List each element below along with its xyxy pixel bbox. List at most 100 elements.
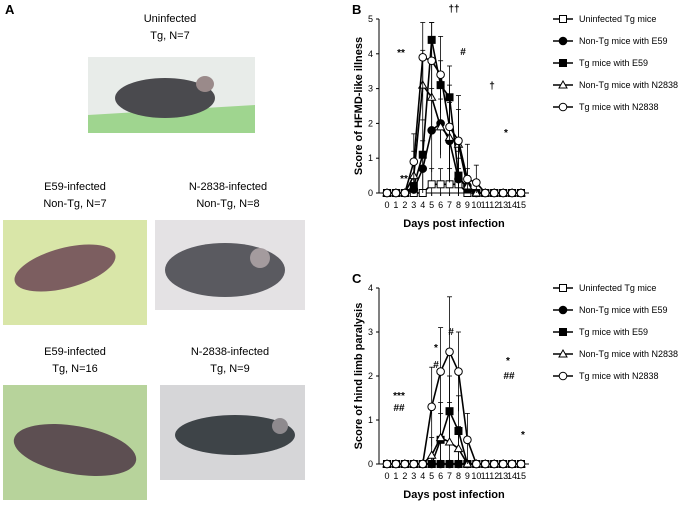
photo-title: N-2838-infected — [189, 181, 267, 193]
marker — [453, 443, 464, 453]
annotation: * — [506, 356, 510, 367]
marker — [559, 284, 567, 292]
x-tick-label: 1 — [393, 200, 398, 210]
series-line — [387, 56, 521, 194]
marker — [558, 36, 568, 46]
x-tick-label: 9 — [465, 200, 470, 210]
marker — [436, 70, 445, 79]
panel-label: C — [352, 271, 362, 286]
marker — [418, 150, 427, 159]
photo-group: Tg, N=9 — [210, 363, 249, 375]
x-tick-label: 5 — [429, 471, 434, 481]
x-tick-label: 6 — [438, 200, 443, 210]
marker — [391, 188, 401, 198]
y-tick-label: 0 — [368, 188, 373, 198]
marker — [558, 305, 568, 315]
x-tick-label: 4 — [420, 200, 425, 210]
marker — [489, 459, 499, 469]
x-tick-label: 3 — [411, 200, 416, 210]
marker — [427, 402, 436, 412]
photo-title: E59-infected — [44, 181, 106, 193]
y-tick-label: 4 — [368, 283, 373, 293]
x-tick-label: 5 — [429, 200, 434, 210]
photo-group: Non-Tg, N=7 — [43, 198, 106, 210]
marker — [445, 347, 454, 357]
photo-title: Uninfected — [144, 13, 197, 25]
marker — [400, 459, 410, 469]
legend-label: Non-Tg mice with N2838 — [579, 80, 678, 90]
photo-title: N-2838-infected — [191, 346, 269, 358]
marker — [559, 328, 567, 336]
annotation: † — [489, 81, 495, 92]
annotation: * — [521, 430, 525, 441]
x-tick-label: 10 — [471, 471, 481, 481]
marker — [463, 435, 472, 445]
marker — [558, 371, 568, 381]
legend-label: Uninfected Tg mice — [579, 14, 656, 24]
marker — [409, 157, 419, 166]
annotation: ## — [503, 371, 515, 382]
marker — [426, 450, 437, 459]
y-tick-label: 1 — [368, 153, 373, 163]
photo-group: Tg, N=7 — [150, 30, 189, 42]
photo-title: E59-infected — [44, 346, 106, 358]
marker — [463, 174, 472, 184]
y-tick-label: 2 — [368, 118, 373, 128]
legend-label: Uninfected Tg mice — [579, 283, 656, 293]
x-tick-label: 13 — [498, 200, 508, 210]
photo — [160, 385, 305, 480]
series-line — [387, 349, 521, 465]
legend-label: Non-Tg mice with E59 — [579, 36, 668, 46]
x-tick-label: 12 — [489, 471, 499, 481]
legend-label: Tg mice with N2838 — [579, 102, 659, 112]
x-tick-label: 0 — [384, 200, 389, 210]
legend-label: Tg mice with E59 — [579, 58, 648, 68]
y-tick-label: 3 — [368, 327, 373, 337]
marker — [558, 79, 568, 89]
legend-label: Tg mice with E59 — [579, 327, 648, 337]
series-line — [387, 408, 521, 465]
marker — [436, 180, 445, 189]
x-tick-label: 15 — [516, 471, 526, 481]
x-tick-label: 2 — [402, 471, 407, 481]
x-tick-label: 12 — [489, 200, 499, 210]
marker — [472, 178, 481, 187]
x-tick-label: 13 — [498, 471, 508, 481]
y-tick-label: 4 — [368, 49, 373, 59]
marker — [472, 459, 481, 469]
marker — [498, 459, 508, 469]
annotation: ** — [397, 48, 405, 59]
marker — [391, 459, 401, 469]
marker — [382, 188, 392, 198]
x-tick-label: 11 — [481, 200, 490, 210]
x-tick-label: 10 — [471, 200, 481, 210]
photo-group: Tg, N=16 — [52, 363, 98, 375]
y-tick-label: 1 — [368, 415, 373, 425]
legend-label: Non-Tg mice with E59 — [579, 305, 668, 315]
annotation: # — [460, 47, 466, 58]
annotation: ** — [400, 174, 408, 185]
annotation: ## — [393, 403, 405, 414]
x-tick-label: 8 — [456, 200, 461, 210]
y-tick-label: 3 — [368, 84, 373, 94]
photo-group: Non-Tg, N=8 — [196, 198, 259, 210]
photo — [3, 385, 147, 500]
x-tick-label: 1 — [393, 471, 398, 481]
x-tick-label: 14 — [507, 471, 517, 481]
marker — [427, 56, 436, 66]
marker — [516, 188, 526, 198]
photo — [155, 220, 305, 310]
marker — [454, 367, 463, 376]
x-tick-label: 4 — [420, 471, 425, 481]
panel-label: B — [352, 2, 361, 17]
marker — [558, 348, 568, 358]
x-tick-label: 7 — [447, 471, 452, 481]
y-axis-label: Score of HFMD-like illness — [353, 37, 365, 175]
marker — [445, 122, 454, 132]
marker — [558, 102, 568, 112]
marker — [444, 436, 455, 446]
x-axis-label: Days post infection — [403, 218, 505, 230]
marker — [435, 432, 446, 442]
x-tick-label: 14 — [507, 200, 517, 210]
